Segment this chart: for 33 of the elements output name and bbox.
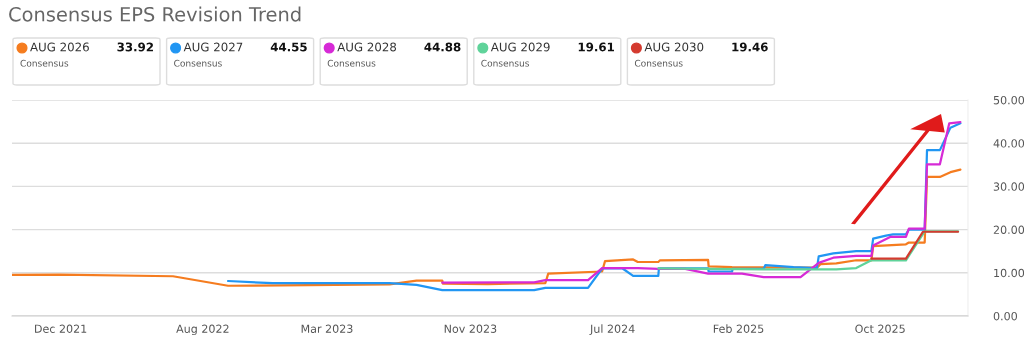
line-series [226, 122, 962, 292]
x-tick-label: Aug 2022 [176, 324, 229, 336]
y-tick-label: 40.00 [993, 139, 1024, 148]
line-series [657, 230, 960, 271]
text: 44.55 [270, 42, 307, 52]
x-tick-label: Feb 2025 [713, 324, 764, 333]
legend-title: Consensus [20, 59, 69, 67]
x-tick-label: Oct 2025 [855, 324, 905, 333]
legend-label: AUG 2026 [30, 42, 89, 52]
text: 19.46 [732, 42, 768, 52]
line-series [12, 168, 962, 287]
text: 44.88 [424, 42, 461, 52]
text: 33.92 [117, 42, 153, 52]
x-tick-label: Jul 2024 [589, 324, 635, 335]
y-tick-label: 20.00 [993, 225, 1024, 234]
chart-title: Consensus EPS Revision Trend [9, 6, 301, 22]
text: Consensus [481, 59, 530, 67]
y-tick-label: 50.00 [993, 95, 1024, 105]
x-tick-label: Dec 2021 [35, 324, 87, 333]
y-tick-label: 30.00 [993, 182, 1024, 191]
text: Consensus [327, 59, 376, 67]
text: Consensus [634, 59, 683, 67]
y-tick-label: 10.00 [994, 268, 1024, 278]
legend-label: AUG 2029 [490, 42, 550, 52]
x-tick-label: Nov 2023 [444, 324, 497, 333]
text: 19.61 [578, 42, 614, 52]
legend-label: AUG 2028 [337, 42, 397, 52]
legend-label: AUG 2027 [183, 42, 243, 52]
text: Consensus [174, 59, 222, 67]
line-series [441, 120, 962, 284]
y-tick-label: 0.00 [993, 311, 1017, 321]
legend-label: AUG 2030 [644, 42, 704, 52]
x-tick-label: Mar 2023 [301, 324, 353, 333]
